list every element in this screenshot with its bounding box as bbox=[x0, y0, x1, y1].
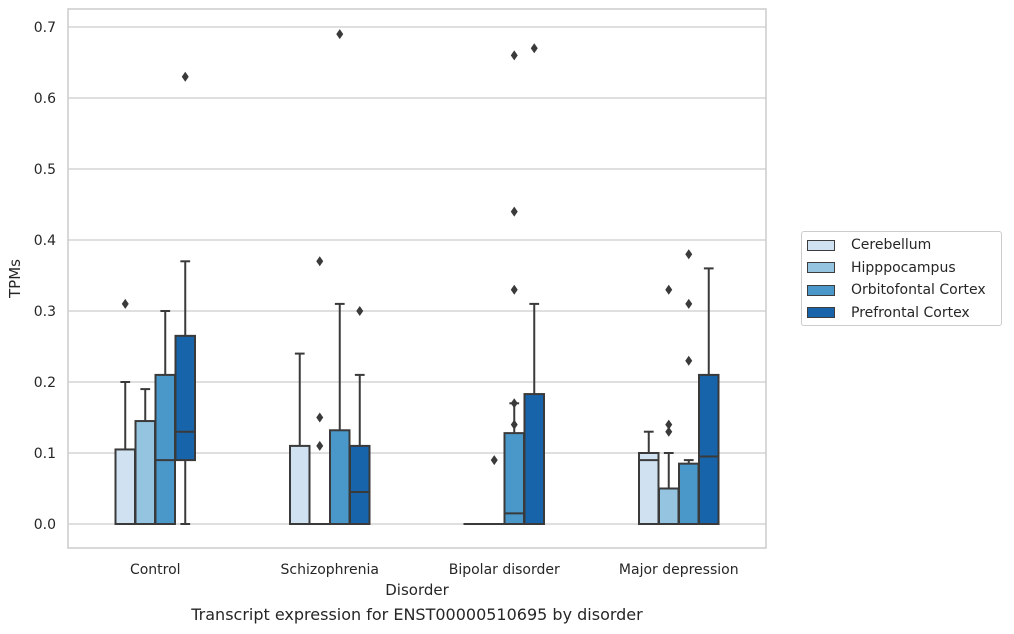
legend-entry: Cerebellum bbox=[807, 234, 931, 256]
legend: Cerebellum Hipppocampus Orbitofontal Corte… bbox=[801, 231, 1002, 326]
legend-label: Orbitofontal Cortex bbox=[851, 282, 986, 298]
x-tick-label: Schizophrenia bbox=[281, 562, 379, 578]
box-rect bbox=[503, 432, 525, 525]
outlier-point bbox=[510, 50, 518, 61]
box-groups bbox=[114, 29, 720, 526]
legend-swatch bbox=[807, 239, 835, 251]
chart-caption: Transcript expression for ENST0000051069… bbox=[191, 605, 643, 624]
x-tick-label: Major depression bbox=[619, 562, 739, 578]
box bbox=[698, 267, 720, 525]
box bbox=[678, 249, 700, 525]
outlier-point bbox=[665, 284, 673, 295]
outlier-point bbox=[510, 206, 518, 217]
y-tick-label: 0.6 bbox=[34, 91, 56, 107]
box-rect bbox=[658, 487, 680, 525]
legend-entry: Orbitofontal Cortex bbox=[807, 279, 986, 301]
box-rect bbox=[349, 444, 371, 525]
y-tick-label: 0.7 bbox=[34, 20, 56, 36]
box-rect bbox=[329, 429, 351, 525]
box-rect bbox=[523, 393, 545, 525]
outlier-point bbox=[316, 256, 324, 267]
box bbox=[154, 310, 176, 525]
box-rect bbox=[678, 462, 700, 525]
y-tick-label: 0.1 bbox=[34, 446, 56, 462]
box bbox=[134, 388, 156, 525]
box bbox=[483, 455, 505, 526]
box bbox=[523, 43, 545, 525]
legend-label: Hipppocampus bbox=[851, 259, 956, 276]
box-rect bbox=[289, 444, 311, 525]
outlier-point bbox=[510, 419, 518, 430]
outlier-point bbox=[665, 426, 673, 437]
outlier-point bbox=[510, 398, 518, 409]
x-tick-label: Bipolar disorder bbox=[449, 562, 560, 578]
outlier-point bbox=[510, 284, 518, 295]
x-tick-labels: Control Schizophrenia Bipolar disorder Majo… bbox=[130, 562, 739, 578]
y-tick-label: 0.2 bbox=[34, 375, 56, 391]
outlier-point bbox=[685, 355, 693, 366]
y-tick-label: 0.4 bbox=[34, 233, 56, 249]
outlier-point bbox=[316, 412, 324, 423]
box bbox=[503, 50, 525, 525]
box bbox=[114, 298, 136, 526]
legend-label: Prefrontal Cortex bbox=[851, 304, 970, 321]
box-rect bbox=[174, 334, 196, 462]
box-rect bbox=[134, 420, 156, 525]
plot-frame bbox=[67, 8, 767, 549]
legend-entry: Prefrontal Cortex bbox=[807, 302, 970, 324]
box bbox=[638, 430, 660, 525]
box bbox=[309, 256, 331, 526]
box-group bbox=[463, 43, 545, 526]
box-rect bbox=[154, 373, 176, 525]
box bbox=[349, 306, 371, 525]
y-tick-label: 0.3 bbox=[34, 304, 56, 320]
legend-entry: Hipppocampus bbox=[807, 257, 956, 279]
box bbox=[289, 352, 311, 525]
outlier-point bbox=[685, 298, 693, 309]
outlier-point bbox=[181, 71, 189, 82]
box-group bbox=[638, 249, 720, 525]
outlier-point bbox=[121, 298, 129, 309]
y-tick-label: 0.5 bbox=[34, 162, 56, 178]
outlier-point bbox=[685, 249, 693, 260]
box-group bbox=[114, 71, 196, 526]
outlier-point bbox=[530, 43, 538, 54]
box-group bbox=[289, 29, 371, 526]
outlier-point bbox=[356, 306, 364, 316]
box bbox=[174, 71, 196, 525]
legend-swatch bbox=[807, 307, 835, 318]
legend-swatch bbox=[807, 284, 835, 296]
outlier-point bbox=[316, 440, 324, 451]
box-rect bbox=[638, 452, 660, 525]
outlier-point bbox=[490, 455, 498, 466]
y-tick-label: 0.0 bbox=[34, 517, 56, 533]
outlier-point bbox=[665, 419, 673, 430]
box bbox=[658, 284, 680, 525]
y-axis-label: TPMs bbox=[6, 259, 24, 299]
box-rect bbox=[698, 373, 720, 525]
box bbox=[329, 29, 351, 525]
box-rect bbox=[114, 448, 136, 526]
outlier-point bbox=[336, 29, 344, 40]
x-axis-label: Disorder bbox=[385, 581, 449, 599]
legend-label: Cerebellum bbox=[851, 237, 932, 253]
x-tick-label: Control bbox=[130, 562, 181, 578]
legend-swatch bbox=[807, 262, 835, 273]
y-tick-labels: 0.0 0.1 0.2 0.3 0.4 0.5 0.6 0.7 bbox=[34, 20, 56, 533]
